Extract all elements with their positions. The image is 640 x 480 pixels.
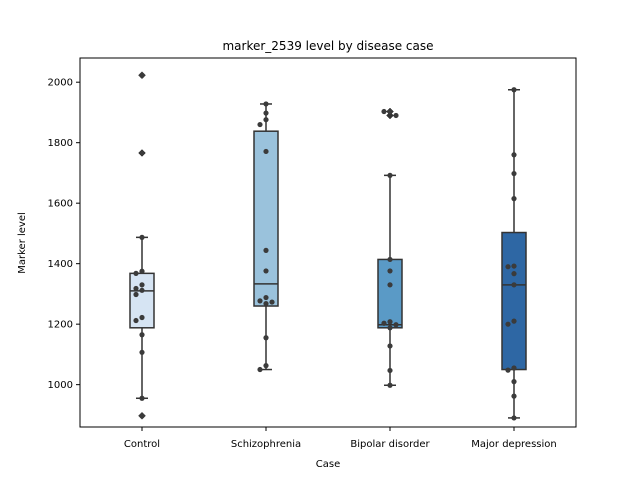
y-tick-label: 1600 (48, 199, 73, 210)
data-point (257, 366, 263, 373)
data-point (387, 256, 393, 263)
data-point (139, 314, 145, 321)
data-point (263, 300, 269, 307)
data-point (269, 299, 275, 305)
data-point (387, 268, 393, 274)
data-point (511, 365, 517, 371)
data-point (505, 367, 511, 373)
data-point (263, 247, 269, 253)
data-point (387, 319, 393, 325)
data-point (505, 264, 511, 270)
data-point (263, 148, 269, 155)
data-point (263, 294, 269, 301)
data-point (139, 287, 145, 293)
data-point (511, 152, 517, 158)
x-axis-label: Case (316, 459, 340, 470)
data-point (263, 335, 269, 341)
data-point (387, 325, 393, 331)
data-point (139, 72, 145, 78)
data-point (511, 415, 517, 421)
data-point (387, 367, 393, 374)
box (501, 231, 527, 371)
y-tick-label: 1400 (48, 259, 73, 270)
data-point (387, 282, 393, 288)
data-point (133, 291, 139, 298)
data-point (263, 117, 269, 123)
data-point (133, 285, 139, 292)
data-point (133, 317, 139, 324)
y-tick-label: 2000 (48, 78, 73, 89)
data-point (387, 172, 393, 178)
data-point (139, 413, 145, 419)
x-tick-label: Major depression (471, 439, 557, 450)
chart-title: marker_2539 level by disease case (222, 39, 433, 53)
data-point (511, 196, 517, 202)
data-point (387, 343, 393, 349)
y-tick-label: 1200 (48, 320, 73, 331)
data-point (393, 112, 399, 119)
data-point (511, 170, 517, 177)
data-point (511, 393, 517, 399)
data-point (511, 379, 517, 385)
data-point (139, 332, 145, 338)
y-tick-label: 1000 (48, 380, 73, 391)
data-point (139, 395, 145, 401)
data-point (139, 282, 145, 288)
data-point (393, 322, 399, 328)
y-axis-label: Marker level (17, 212, 28, 274)
data-point (511, 282, 517, 288)
plot-area: 1000 1200 1400 1600 1800 2000 Control Schizophr… (48, 57, 577, 450)
data-point (381, 320, 387, 326)
y-tick-label: 1800 (48, 138, 73, 149)
data-point (139, 150, 145, 156)
data-point (505, 321, 511, 327)
data-point (263, 101, 269, 107)
x-tick-label: Schizophrenia (231, 439, 301, 450)
data-point (139, 268, 145, 274)
data-point (511, 318, 517, 324)
x-tick-label: Control (124, 439, 160, 450)
data-point (387, 108, 393, 115)
outlier-marker (386, 111, 394, 120)
data-point (133, 270, 139, 276)
data-point (139, 234, 145, 240)
x-tick-label: Bipolar disorder (350, 439, 430, 450)
box (253, 130, 279, 307)
data-point (387, 382, 393, 388)
data-point (511, 271, 517, 277)
data-point (257, 298, 263, 304)
data-point (139, 349, 145, 355)
data-point (263, 363, 269, 369)
data-point (263, 110, 269, 116)
data-point (381, 108, 387, 115)
plot-frame (79, 57, 577, 428)
data-point (257, 121, 263, 128)
data-point (511, 263, 517, 269)
data-point (263, 268, 269, 274)
data-point (511, 87, 517, 93)
